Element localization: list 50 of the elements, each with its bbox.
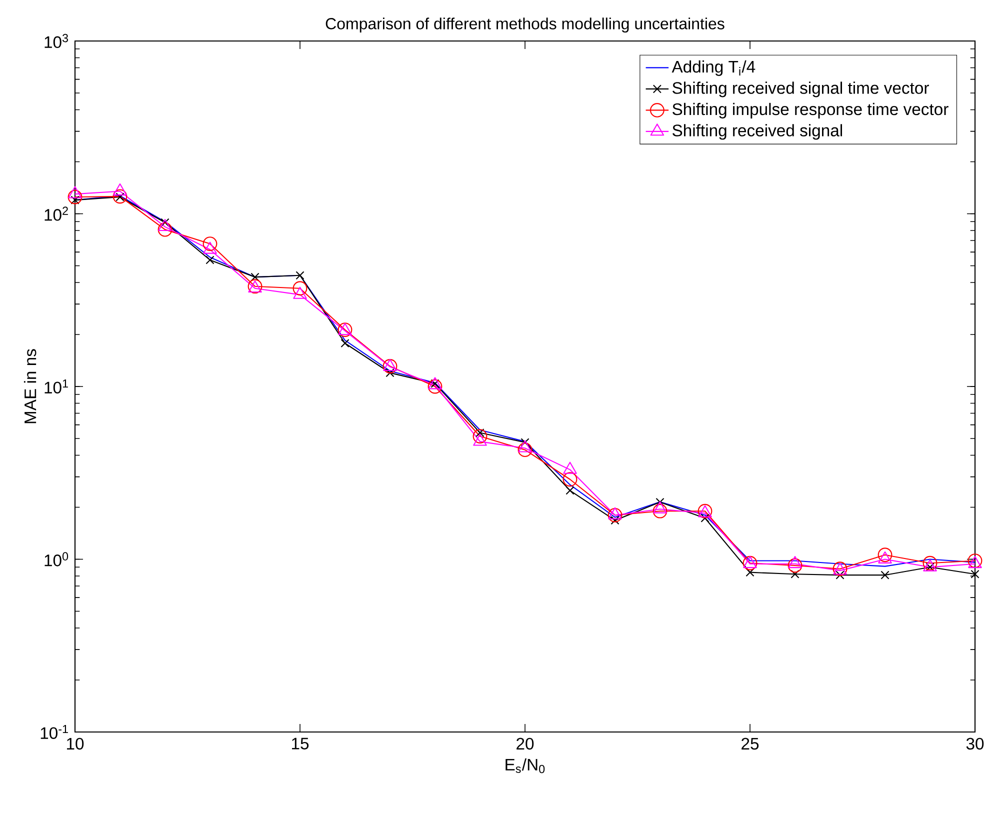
point — [746, 568, 754, 577]
point — [788, 556, 802, 568]
x-tick-label: 10 — [67, 738, 84, 750]
point — [656, 498, 664, 506]
y-tick-label: 10$^{2}$ — [44, 206, 68, 221]
point — [386, 368, 394, 378]
x-tick-label: 25 — [742, 738, 759, 750]
x-tick-label: 30 — [966, 738, 984, 750]
legend-label: Shifting received signal time vector — [672, 82, 929, 98]
y-tick-label: 10$^{1}$ — [44, 380, 68, 394]
point — [970, 570, 980, 578]
y-axis-title: MAE in ns — [24, 349, 36, 424]
x-tick-label: 20 — [516, 738, 534, 750]
point — [566, 486, 574, 495]
legend-label: Shifting impulse response time vector — [672, 102, 948, 118]
point — [968, 556, 982, 568]
y-tick-label: 10$^{3}$ — [44, 34, 68, 48]
point — [206, 256, 214, 264]
y-tick-label: 10$^{-1}$ — [40, 725, 68, 740]
point — [520, 438, 530, 447]
point — [608, 508, 622, 522]
point — [340, 338, 350, 348]
x-tick-label: 15 — [292, 738, 309, 750]
x-axis-title: E$_{s}$/N$_{0}$ — [506, 758, 545, 774]
point — [112, 189, 128, 204]
legend-label: Adding T$_{i}$/4 — [672, 60, 756, 76]
point — [790, 570, 800, 578]
point — [160, 218, 170, 227]
point — [296, 271, 304, 280]
point — [610, 516, 620, 525]
point — [562, 472, 578, 487]
y-tick-label: 10$^{0}$ — [44, 552, 68, 566]
point — [428, 379, 442, 394]
point — [652, 504, 668, 518]
point — [250, 272, 260, 282]
point — [700, 514, 710, 522]
point — [158, 222, 172, 237]
point — [968, 554, 982, 568]
point — [922, 556, 938, 570]
point — [788, 558, 802, 573]
point — [472, 429, 488, 444]
legend-label: Shifting received signal — [672, 124, 842, 140]
point — [202, 236, 218, 251]
point — [880, 570, 890, 580]
point — [878, 548, 892, 562]
point — [518, 442, 532, 458]
point — [836, 570, 844, 580]
chart-title: Comparison of different methods modelling uncertainties — [326, 18, 724, 33]
point — [68, 190, 82, 204]
point — [292, 281, 308, 296]
